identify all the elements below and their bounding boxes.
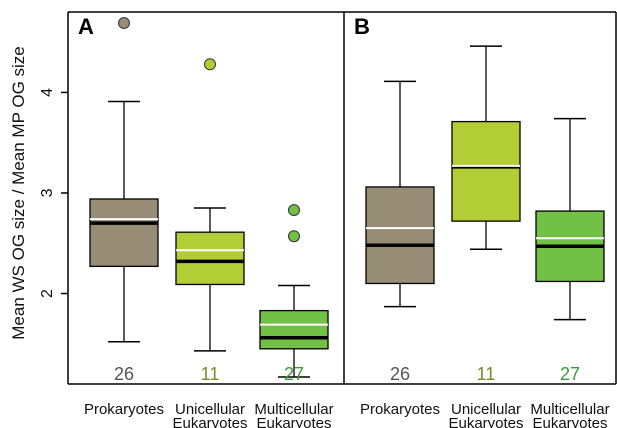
category-label: Unicellular bbox=[451, 401, 521, 418]
iqr-box bbox=[89, 198, 159, 268]
sample-count: 11 bbox=[477, 364, 496, 384]
y-tick-label: 2 bbox=[39, 289, 56, 298]
iqr-box bbox=[451, 120, 521, 222]
panel-b: B26Prokaryotes11UnicellularEukaryotes27M… bbox=[343, 12, 610, 428]
panel-label: B bbox=[354, 14, 370, 39]
category-label: Multicellular bbox=[530, 401, 609, 418]
outlier-point bbox=[118, 17, 130, 30]
outlier-point bbox=[204, 58, 216, 71]
category-label: Unicellular bbox=[175, 401, 245, 418]
iqr-box bbox=[175, 231, 245, 286]
y-tick-label: 3 bbox=[39, 188, 56, 197]
category-label: Eukaryotes bbox=[256, 415, 331, 428]
chart-layer: 234A26Prokaryotes11UnicellularEukaryotes… bbox=[39, 11, 617, 428]
panel-label: A bbox=[78, 14, 94, 39]
sample-count: 27 bbox=[284, 364, 304, 384]
panel-a: A26Prokaryotes11UnicellularEukaryotes27M… bbox=[78, 14, 334, 428]
outlier-point bbox=[288, 230, 300, 243]
box-group: 26 Prokaryotes bbox=[84, 17, 164, 418]
sample-count: 27 bbox=[560, 364, 580, 384]
box-group: 26 Prokaryotes bbox=[360, 80, 440, 418]
category-label: Eukaryotes bbox=[532, 415, 607, 428]
category-label: Eukaryotes bbox=[172, 415, 247, 428]
iqr-box bbox=[259, 309, 329, 350]
y-tick-label: 4 bbox=[39, 88, 56, 97]
sample-count: 26 bbox=[114, 364, 134, 384]
category-label: Eukaryotes bbox=[448, 415, 523, 428]
y-axis-label: Mean WS OG size / Mean MP OG size bbox=[9, 46, 28, 340]
category-label: Multicellular bbox=[254, 401, 333, 418]
iqr-box bbox=[365, 186, 435, 285]
category-label: Prokaryotes bbox=[84, 401, 164, 418]
category-label: Prokaryotes bbox=[360, 401, 440, 418]
outlier-point bbox=[288, 204, 300, 217]
sample-count: 11 bbox=[201, 364, 220, 384]
sample-count: 26 bbox=[390, 364, 410, 384]
